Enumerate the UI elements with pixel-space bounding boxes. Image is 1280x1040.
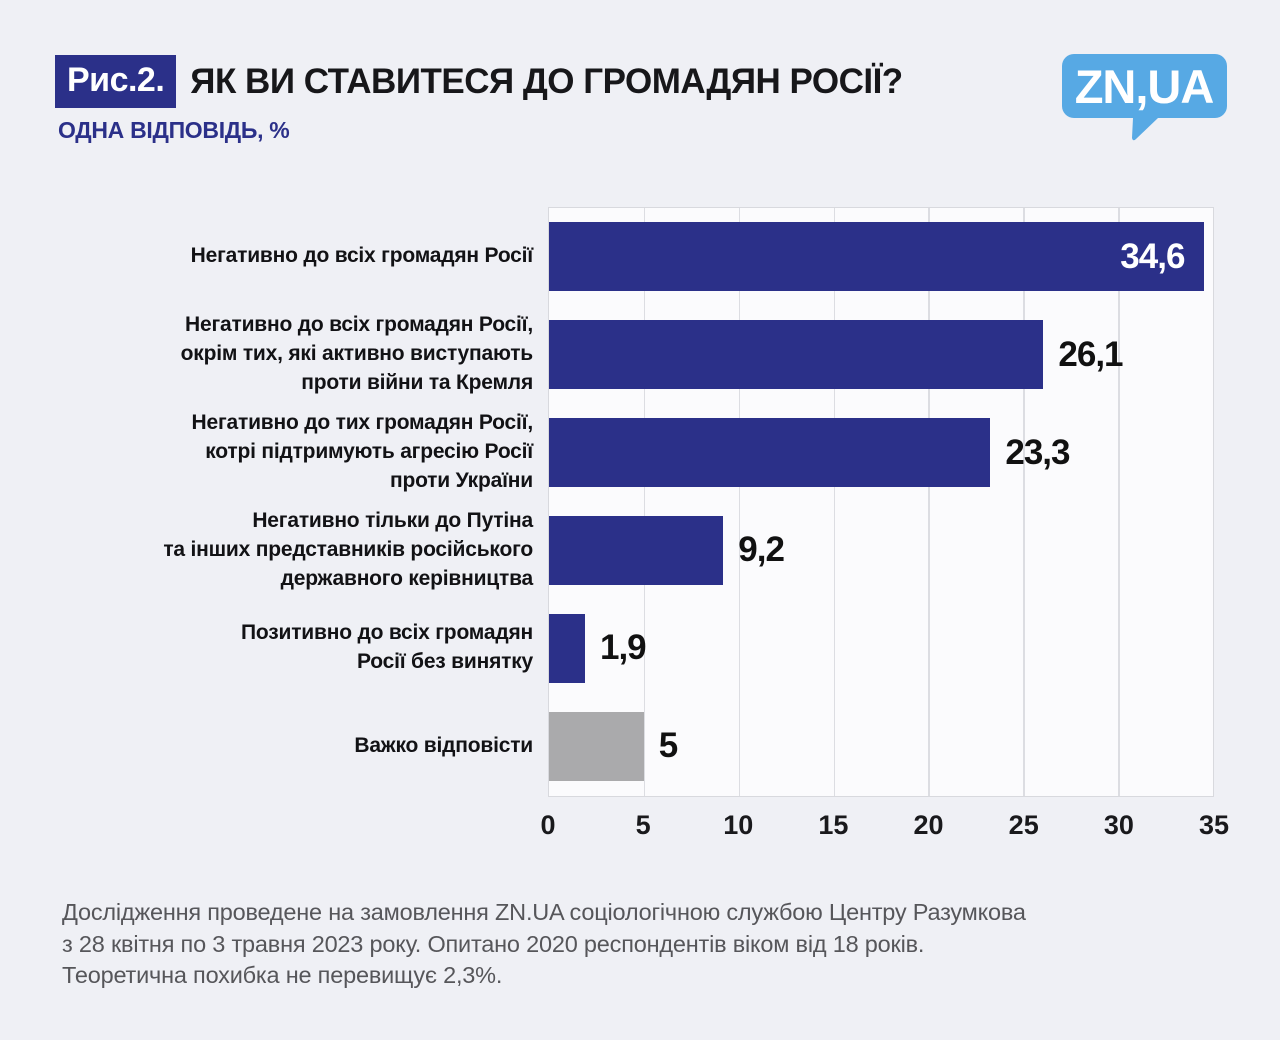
znua-logo: ZN,UA [1062,54,1227,141]
x-tick-label: 25 [1008,810,1039,840]
x-tick-label: 20 [913,810,944,840]
bar-value-label: 9,2 [738,530,785,570]
x-tick-label: 10 [723,810,754,840]
source-line: з 28 квітня по 3 травня 2023 року. Опита… [62,930,925,957]
gridline [738,208,741,796]
gridline [643,208,646,796]
x-tick-label: 5 [635,810,651,840]
bar [549,711,644,781]
chart-subtitle: ОДНА ВІДПОВІДЬ, % [58,117,290,143]
bar [549,222,1205,292]
bar-value-label: 26,1 [1058,334,1123,374]
category-label: Негативно до тих громадян Росії, котрі пі… [191,411,534,493]
bar-value-label: 5 [658,726,678,766]
source-note: Дослідження проведене на замовлення ZN.U… [62,897,1026,992]
speech-bubble-icon [1062,54,1227,141]
category-labels: Негативно до всіх громадян Росії Негативн… [60,207,533,797]
logo-text: ZN,UA [1075,60,1214,113]
gridline [833,208,836,796]
gridline [1118,208,1120,796]
source-line: Дослідження проведене на замовлення ZN.U… [62,899,1026,925]
figure-badge: Рис.2. [55,55,177,108]
category-label: Негативно до всіх громадян Росії, окрім т… [180,313,534,395]
bar-value-label: 34,6 [1120,236,1185,276]
x-tick-label: 35 [1198,810,1230,840]
category-label: Важко відповісти [354,733,533,757]
bar-value-label: 23,3 [1005,432,1070,472]
page-title: ЯК ВИ СТАВИТЕСЯ ДО ГРОМАДЯН РОСІЇ? [190,61,903,101]
category-label: Негативно до всіх громадян Росії [190,244,534,268]
gridline [928,208,930,796]
bar [549,418,991,488]
bar [549,515,724,585]
gridline [1023,208,1025,796]
category-label: Позитивно до всіх громадян Росії без виня… [241,621,533,674]
x-tick-label: 0 [540,810,556,840]
source-line: Теоретична похибка не перевищує 2,3%. [62,962,503,988]
bar [549,320,1044,390]
x-tick-label: 15 [818,810,849,840]
x-tick-label: 30 [1103,810,1134,840]
bar-value-label: 1,9 [599,628,647,668]
bar [549,613,585,683]
category-label: Негативно тільки до Путіна та інших предс… [163,508,533,590]
header: Рис.2. ЯК ВИ СТАВИТЕСЯ ДО ГРОМАДЯН РОСІЇ… [55,55,903,108]
x-axis: 0 5 10 15 20 25 30 35 [540,810,1229,850]
plot-area: 34,6 26,1 23,3 9,2 1,9 5 [548,207,1214,797]
